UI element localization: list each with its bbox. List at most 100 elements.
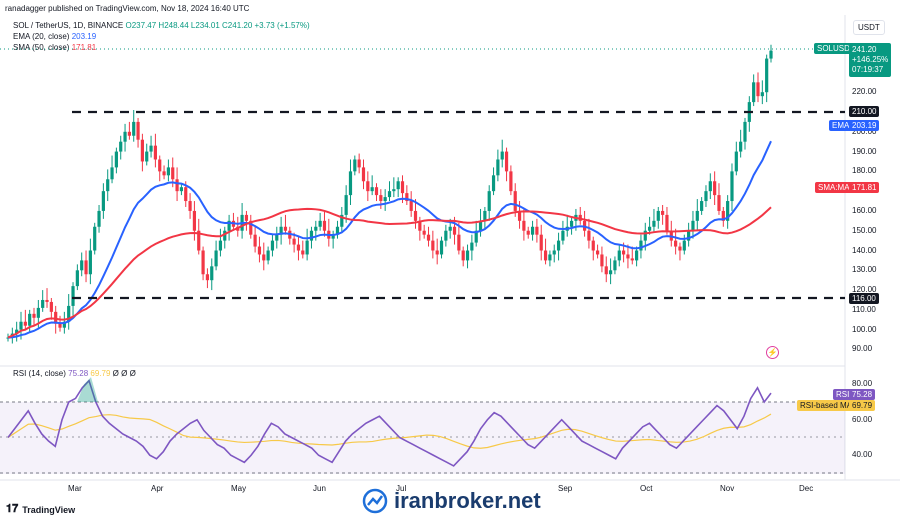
candle-body [500, 151, 504, 160]
candle-body [639, 240, 643, 251]
candles-group [6, 44, 773, 344]
candle-body [695, 210, 699, 221]
candle-body [426, 234, 431, 241]
candle-body [717, 195, 721, 211]
rsi-tick-80: 80.00 [852, 379, 873, 388]
candle-body [687, 230, 691, 241]
candle-body [244, 214, 249, 221]
candle-body [513, 191, 517, 211]
candle-body [201, 250, 205, 275]
candle-body [431, 240, 435, 251]
candle-body [548, 254, 552, 261]
candle-body [752, 82, 756, 103]
candle-body [487, 191, 491, 211]
candle-body [674, 240, 678, 247]
candle-body [617, 250, 621, 261]
candle-body [509, 171, 513, 192]
ohlc-values: O237.47 H248.44 L234.01 C241.20 +3.73 (+… [125, 21, 310, 30]
candle-body [175, 179, 179, 192]
candle-body [708, 181, 712, 192]
rsi-label: RSI (14, close) [13, 369, 66, 378]
candle-body [357, 159, 361, 168]
candle-body [587, 230, 591, 241]
candle-body [409, 201, 413, 211]
candle-body [114, 151, 118, 168]
candle-body [622, 250, 626, 255]
candle-body [49, 301, 53, 312]
rsi-tag: RSI [833, 389, 853, 400]
candle-body [366, 181, 370, 192]
candle-body [88, 250, 92, 275]
candle-body [739, 141, 743, 152]
resistance-tag: 210.00 [849, 106, 880, 117]
candle-body [80, 260, 84, 271]
candle-body [652, 220, 656, 227]
rsi-value: 75.28 [68, 369, 89, 378]
price-tick-label: 120.00 [852, 285, 877, 295]
candle-body [15, 329, 19, 334]
tradingview-logo[interactable]: 𝟏𝟕 TradingView [6, 503, 75, 516]
candle-body [452, 226, 457, 235]
candle-body [283, 226, 288, 231]
candle-body [444, 230, 448, 241]
price-tick-label: 200.00 [852, 126, 877, 136]
candle-body [84, 260, 88, 275]
candle-body [630, 258, 634, 261]
candle-body [383, 197, 387, 202]
ema-value-tag: 203.19 [849, 120, 880, 131]
chart-legend: SOL / TetherUS, 1D, BINANCE O237.47 H248… [13, 20, 310, 53]
candle-body [517, 210, 522, 221]
price-tick-label: 130.00 [852, 265, 877, 275]
candle-body [67, 305, 71, 322]
candle-body [6, 337, 10, 339]
candle-body [643, 230, 647, 241]
candle-body [496, 159, 500, 176]
candle-body [353, 159, 357, 172]
bar-countdown: 07:19:37 [852, 65, 884, 74]
time-label-nov: Nov [720, 484, 735, 493]
tv-logo-text: TradingView [22, 504, 76, 515]
candle-body [608, 270, 613, 275]
candle-body [552, 250, 556, 255]
candle-body [483, 210, 487, 221]
candle-body [279, 226, 283, 235]
candle-body [275, 234, 279, 241]
rsi-legend[interactable]: RSI (14, close) 75.28 69.79 Ø Ø Ø [13, 368, 136, 379]
candle-body [726, 201, 730, 221]
candle-body [257, 246, 262, 255]
candle-body [561, 230, 565, 241]
time-label-oct: Oct [640, 484, 653, 493]
candle-body [97, 210, 101, 227]
candle-body [19, 321, 23, 330]
candle-body [45, 299, 49, 302]
legend-sma-line[interactable]: SMA (50, close) 171.81 [13, 42, 310, 53]
candle-body [270, 240, 275, 251]
candle-body [162, 171, 166, 176]
candle-body [205, 274, 210, 281]
candle-body [305, 240, 309, 255]
candle-body [392, 189, 396, 192]
last-price: 241.20 [852, 45, 877, 54]
currency-button[interactable]: USDT [853, 20, 885, 35]
symbol-label[interactable]: SOL / TetherUS, 1D, BINANCE [13, 21, 124, 30]
sma-50-line [7, 206, 772, 339]
candle-body [765, 58, 769, 93]
candle-body [379, 195, 383, 202]
candle-body [504, 151, 509, 172]
candle-body [32, 313, 36, 318]
legend-ema-line[interactable]: EMA (20, close) 203.19 [13, 31, 310, 42]
candle-body [678, 246, 682, 251]
candle-body [71, 286, 75, 306]
candle-body [470, 242, 474, 251]
time-label-jun: Jun [313, 484, 326, 493]
candle-body [682, 240, 686, 251]
candle-body [123, 131, 127, 142]
candle-body [713, 181, 717, 196]
sma-value-tag: 171.81 [849, 182, 880, 193]
legend-symbol-line: SOL / TetherUS, 1D, BINANCE O237.47 H248… [13, 20, 310, 31]
candle-body [613, 260, 617, 271]
candle-body [106, 179, 110, 192]
rsi-ma-value-tag: 69.79 [849, 400, 876, 411]
lightning-icon[interactable]: ⚡ [766, 346, 779, 359]
